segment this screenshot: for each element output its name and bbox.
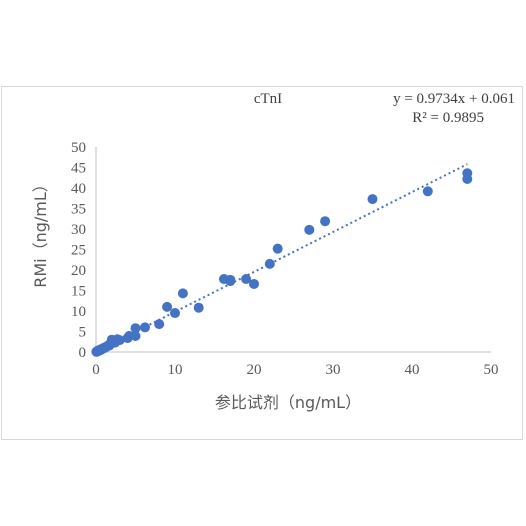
y-tick-label: 30 [71,222,86,238]
data-point [264,258,275,269]
trendline [95,163,468,353]
data-point [249,278,259,289]
data-point [422,186,433,197]
y-tick-labels: 0 5 10 15 20 25 30 35 40 45 50 [71,140,86,361]
y-tick-label: 25 [71,243,86,259]
data-point [162,301,173,312]
y-tick-label: 15 [71,284,86,300]
trendline-equation: y = 0.9734x + 0.061 [393,91,515,107]
data-point [114,335,125,346]
data-point [106,334,117,345]
y-tick-label: 40 [71,181,86,197]
data-point [367,194,378,205]
y-tick-label: 45 [71,161,86,177]
x-axis-title: 参比试剂（ng/mL） [215,393,361,412]
data-point [177,288,188,299]
trendline-group [95,163,468,353]
x-tick-label: 50 [484,362,499,378]
data-point [304,224,315,235]
r-squared-label: R² = 0.9895 [412,110,484,126]
axes [95,147,491,353]
x-tick-label: 10 [168,362,183,378]
x-tick-label: 30 [326,362,341,378]
x-tick-label: 0 [92,362,100,378]
y-tick-label: 0 [79,345,87,361]
y-tick-label: 5 [79,325,87,341]
data-point [130,323,141,334]
y-tick-label: 35 [71,202,86,218]
data-points [91,168,473,357]
data-point [225,276,236,287]
data-point [193,302,204,313]
data-point [154,319,165,330]
data-point [170,308,180,319]
y-tick-label: 10 [71,304,86,320]
data-point [130,331,141,342]
y-tick-label: 50 [71,140,86,156]
data-point [320,216,331,227]
chart-area [1,86,523,440]
chart-title: cTnI [254,91,282,107]
data-point [241,274,252,285]
x-tick-label: 20 [247,362,262,378]
y-tick-label: 20 [71,263,86,279]
data-point [462,173,473,184]
x-tick-label: 40 [405,362,420,378]
y-axis-title: RMi（ng/mL） [31,176,50,288]
data-point [272,243,283,254]
data-point [139,322,150,333]
x-tick-labels: 0 10 20 30 40 50 [92,362,498,378]
